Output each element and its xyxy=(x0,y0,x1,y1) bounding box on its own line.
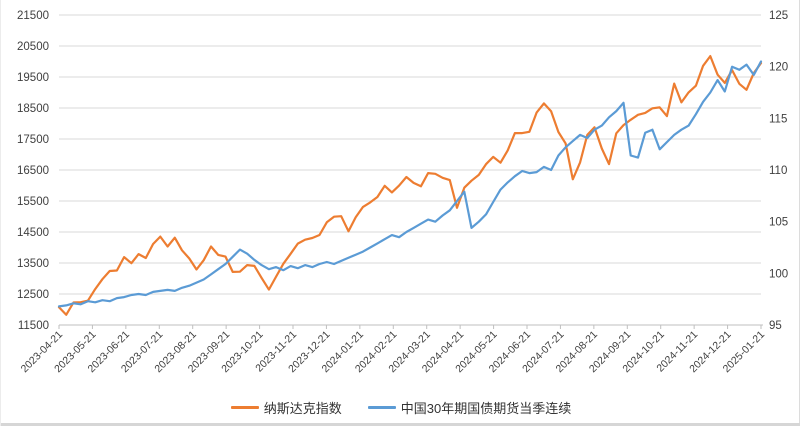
window-edge-bottom xyxy=(1,423,800,426)
nasdaq-line-series xyxy=(57,54,763,316)
left-axis-label: 18500 xyxy=(17,103,49,115)
legend-item-nasdaq: 纳斯达克指数 xyxy=(230,398,342,417)
left-axis-label: 17500 xyxy=(17,134,49,146)
left-axis-label: 12500 xyxy=(17,289,49,301)
legend-label: 中国30年期国债期货当季连续 xyxy=(400,400,572,416)
left-axis-label: 15500 xyxy=(17,196,49,208)
left-axis-label: 11500 xyxy=(18,320,49,332)
legend-item-treasury: 中国30年期国债期货当季连续 xyxy=(367,398,572,417)
left-axis-label: 13500 xyxy=(17,258,49,270)
right-axis-label: 95 xyxy=(769,320,782,332)
left-axis-label: 14500 xyxy=(17,227,49,239)
left-axis-label: 21500 xyxy=(17,10,49,22)
right-axis-label: 110 xyxy=(769,165,787,177)
right-axis-label: 115 xyxy=(769,113,787,125)
right-axis-label: 125 xyxy=(769,10,788,22)
legend-key-treasury xyxy=(367,405,396,409)
right-axis-label: 105 xyxy=(769,217,788,229)
left-axis-label: 19500 xyxy=(17,72,49,84)
treasury-line-series xyxy=(57,60,763,308)
left-axis-label: 20500 xyxy=(17,41,49,53)
right-axis-label: 100 xyxy=(769,268,788,280)
legend-key-nasdaq xyxy=(230,405,259,409)
chart-legend: 纳斯达克指数 中国30年期国债期货当季连续 xyxy=(1,396,800,418)
right-axis-label: 120 xyxy=(769,62,788,74)
legend-label: 纳斯达克指数 xyxy=(263,400,342,416)
left-axis-label: 16500 xyxy=(17,165,49,177)
